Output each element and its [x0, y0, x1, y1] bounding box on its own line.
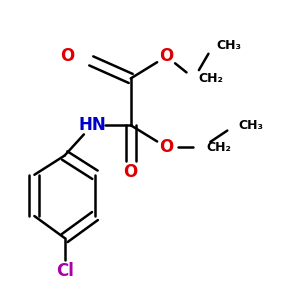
Text: HN: HN	[78, 116, 106, 134]
Text: CH₃: CH₃	[238, 119, 263, 132]
Text: Cl: Cl	[56, 262, 74, 280]
Text: CH₂: CH₂	[198, 72, 223, 85]
Text: O: O	[124, 163, 138, 181]
Text: CH₂: CH₂	[206, 141, 231, 154]
Text: O: O	[159, 138, 174, 156]
Text: O: O	[60, 47, 74, 65]
Text: O: O	[159, 47, 174, 65]
Text: CH₃: CH₃	[216, 39, 241, 52]
